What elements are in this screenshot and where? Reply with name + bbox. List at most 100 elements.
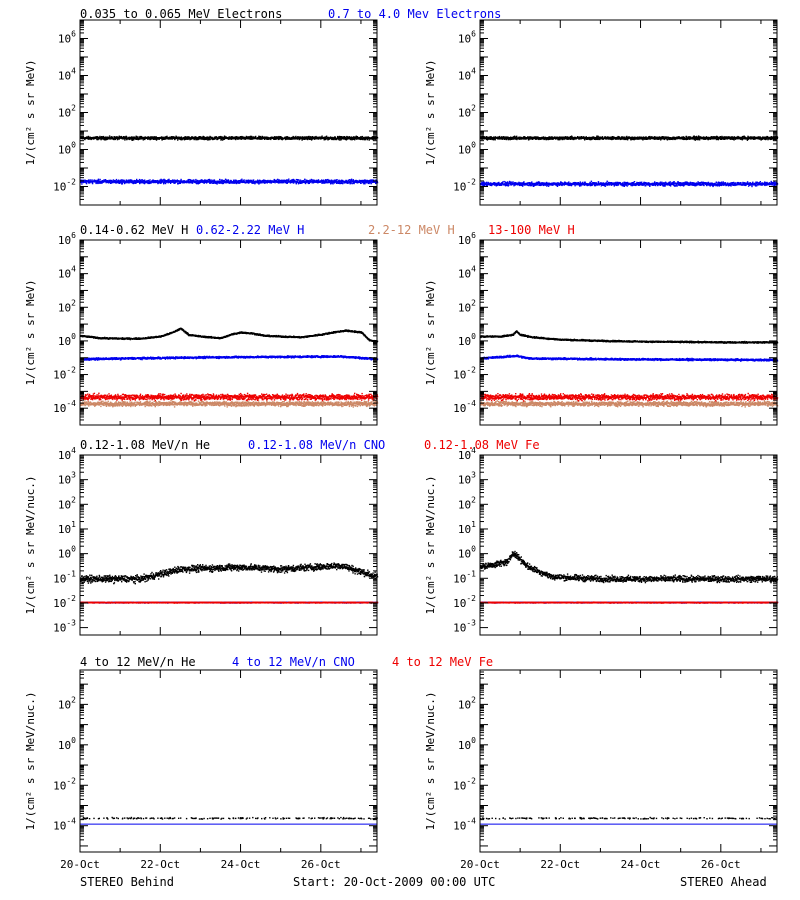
legend-entry: 0.62-2.22 MeV H: [196, 223, 304, 237]
data-point: [516, 136, 517, 137]
data-point: [97, 183, 98, 184]
data-point: [255, 136, 256, 137]
data-series: [80, 135, 378, 141]
data-point: [367, 139, 368, 140]
data-point: [192, 182, 193, 183]
data-point: [261, 138, 262, 139]
data-point: [241, 179, 242, 180]
data-point: [191, 138, 192, 139]
data-point: [202, 180, 203, 181]
data-point: [156, 139, 157, 140]
data-point: [81, 183, 82, 184]
legend-entry: 4 to 12 MeV/n CNO: [232, 655, 355, 669]
data-point: [131, 136, 132, 137]
data-point: [168, 179, 169, 180]
legend-entry: 0.14-0.62 MeV H: [80, 223, 188, 237]
data-point: [304, 139, 305, 140]
data-point: [277, 179, 278, 180]
legend-entry: 2.2-12 MeV H: [368, 223, 455, 237]
data-point: [287, 136, 288, 137]
data-point: [347, 181, 348, 182]
legend-entry: 0.12-1.08 MeV Fe: [424, 438, 540, 452]
data-point: [139, 183, 140, 184]
data-point: [91, 179, 92, 180]
data-point: [209, 179, 210, 180]
data-point: [212, 180, 213, 181]
legend-entry: 4 to 12 MeV/n He: [80, 655, 196, 669]
data-point: [124, 139, 125, 140]
data-point: [371, 183, 372, 184]
data-point: [257, 180, 258, 181]
data-point: [329, 180, 330, 181]
data-point: [353, 179, 354, 180]
data-point: [253, 179, 254, 180]
panel-row0-ahead: 10-21001021041061/(cm² s sr MeV): [424, 20, 778, 205]
data-point: [144, 180, 145, 181]
data-point: [298, 179, 299, 180]
data-point: [295, 136, 296, 137]
data-point: [321, 136, 322, 137]
data-point: [264, 139, 265, 140]
data-point: [214, 179, 215, 180]
data-point: [319, 136, 320, 137]
data-point: [499, 136, 500, 137]
data-point: [304, 179, 305, 180]
legend-entry: 4 to 12 MeV Fe: [392, 655, 493, 669]
data-point: [126, 136, 127, 137]
data-point: [486, 136, 487, 137]
data-point: [296, 179, 297, 180]
data-point: [195, 179, 196, 180]
data-point: [339, 139, 340, 140]
data-point: [228, 180, 229, 181]
data-point: [86, 182, 87, 183]
data-point: [187, 136, 188, 137]
data-point: [300, 180, 301, 181]
data-point: [86, 183, 87, 184]
y-axis-label: 1/(cm² s sr MeV): [24, 60, 37, 166]
y-tick-label: 106: [58, 30, 76, 46]
data-point: [311, 179, 312, 180]
data-point: [136, 179, 137, 180]
data-point: [109, 135, 110, 136]
data-series: [480, 135, 778, 141]
data-point: [216, 183, 217, 184]
legend-entry: 0.7 to 4.0 Mev Electrons: [328, 7, 501, 21]
data-point: [90, 179, 91, 180]
data-point: [99, 179, 100, 180]
data-point: [210, 139, 211, 140]
data-point: [165, 183, 166, 184]
data-point: [132, 140, 133, 141]
legend-entry: 0.035 to 0.065 MeV Electrons: [80, 7, 282, 21]
data-point: [495, 139, 496, 140]
data-point: [121, 181, 122, 182]
data-point: [143, 139, 144, 140]
data-point: [246, 136, 247, 137]
data-point: [561, 137, 562, 138]
data-point: [369, 139, 370, 140]
legend-entry: 13-100 MeV H: [488, 223, 575, 237]
data-point: [308, 136, 309, 137]
data-point: [141, 179, 142, 180]
y-tick-label: 102: [58, 104, 76, 120]
data-point: [352, 183, 353, 184]
data-point: [172, 138, 173, 139]
data-point: [137, 136, 138, 137]
data-point: [332, 183, 333, 184]
data-series: [80, 179, 378, 185]
data-point: [122, 183, 123, 184]
data-point: [98, 179, 99, 180]
data-point: [241, 139, 242, 140]
data-point: [149, 179, 150, 180]
data-point: [292, 138, 293, 139]
data-point: [336, 179, 337, 180]
y-tick-label: 100: [58, 141, 76, 157]
data-point: [514, 136, 515, 137]
legend-entry: 0.12-1.08 MeV/n He: [80, 438, 210, 452]
data-point: [288, 179, 289, 180]
data-point: [231, 180, 232, 181]
data-point: [131, 182, 132, 183]
x-axis: [80, 20, 361, 205]
data-point: [251, 136, 252, 137]
y-tick-label: 104: [58, 67, 76, 83]
